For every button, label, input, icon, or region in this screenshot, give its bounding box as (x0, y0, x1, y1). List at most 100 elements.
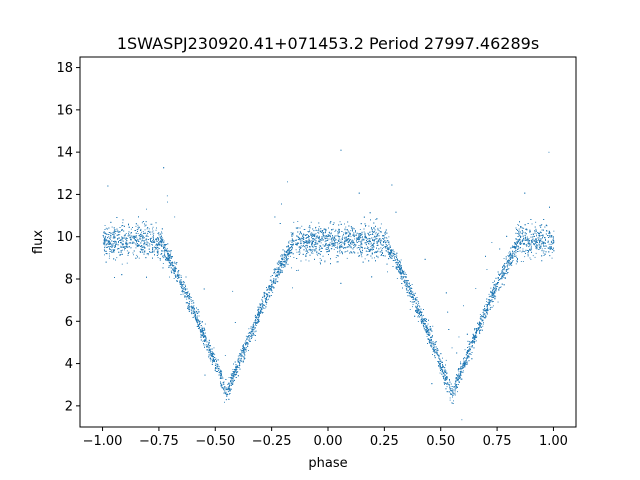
data-point (228, 389, 230, 391)
data-point (463, 370, 464, 372)
data-point (341, 252, 343, 254)
data-point (503, 268, 504, 270)
data-point (532, 255, 534, 257)
data-point (324, 232, 326, 234)
data-point (530, 246, 532, 248)
data-point (439, 368, 441, 370)
data-point (521, 251, 523, 253)
data-point (518, 225, 520, 226)
data-point (112, 234, 113, 235)
data-point (201, 326, 203, 328)
data-point (288, 255, 290, 257)
data-point (371, 244, 372, 246)
data-point (380, 242, 382, 244)
data-point (336, 245, 338, 247)
data-point (183, 287, 185, 288)
data-point (152, 226, 154, 228)
data-point (264, 304, 266, 306)
data-point (445, 359, 447, 361)
data-point (408, 280, 409, 282)
data-point (399, 264, 401, 265)
data-point (507, 261, 509, 263)
data-point (437, 354, 438, 356)
data-point (380, 244, 382, 245)
data-point (478, 327, 479, 328)
data-point (349, 233, 351, 234)
data-point (205, 344, 207, 346)
data-point (167, 248, 168, 250)
data-point (119, 240, 121, 241)
data-point (302, 234, 304, 236)
data-point (270, 276, 272, 278)
data-point (245, 347, 247, 348)
data-point (256, 316, 258, 318)
data-point (313, 248, 315, 250)
data-point (269, 288, 271, 289)
data-point (454, 393, 456, 395)
data-point (189, 293, 191, 295)
data-point (526, 245, 528, 247)
data-point (232, 381, 234, 383)
data-point (465, 364, 467, 365)
data-point (188, 303, 190, 304)
data-point (255, 314, 256, 316)
data-point (284, 256, 286, 258)
data-point (396, 278, 398, 279)
data-point (203, 333, 205, 334)
data-point (316, 242, 318, 244)
data-point (344, 223, 345, 225)
data-point (320, 242, 322, 244)
data-point (537, 232, 538, 233)
data-point (146, 228, 148, 230)
data-point (350, 230, 352, 232)
data-point (166, 195, 168, 197)
data-point (536, 233, 538, 235)
data-point (527, 255, 529, 257)
data-point (236, 365, 238, 367)
data-point (470, 346, 472, 348)
data-point (465, 358, 467, 360)
data-point (117, 231, 119, 233)
data-point (548, 243, 550, 245)
data-point (410, 287, 412, 289)
data-point (196, 316, 198, 318)
data-point (241, 354, 243, 356)
data-point (488, 299, 490, 300)
data-point (439, 372, 441, 374)
data-point (474, 341, 476, 342)
data-point (502, 267, 503, 269)
data-point (192, 307, 194, 309)
data-point (317, 243, 319, 245)
data-point (310, 233, 311, 235)
data-point (413, 297, 414, 299)
data-point (481, 315, 483, 316)
data-point (312, 252, 314, 254)
data-point (370, 246, 372, 247)
data-point (141, 240, 143, 242)
data-point (398, 269, 399, 271)
data-point (299, 249, 300, 250)
data-point (130, 247, 132, 249)
data-point (359, 255, 360, 256)
data-point (202, 331, 204, 333)
data-point (108, 257, 110, 259)
data-point (400, 259, 402, 261)
data-point (404, 272, 406, 274)
data-point (167, 201, 168, 203)
data-point (373, 237, 375, 239)
data-point (447, 376, 448, 378)
data-point (109, 255, 110, 257)
data-point (446, 379, 448, 380)
data-point (371, 228, 373, 230)
data-point (144, 229, 146, 231)
data-point (153, 249, 155, 251)
data-point (305, 250, 307, 252)
data-point (553, 236, 554, 238)
data-point (152, 230, 154, 232)
data-point (318, 226, 320, 228)
data-point (490, 292, 492, 293)
data-point (512, 253, 514, 255)
data-point (304, 241, 305, 243)
data-point (359, 239, 360, 240)
data-point (486, 269, 488, 270)
